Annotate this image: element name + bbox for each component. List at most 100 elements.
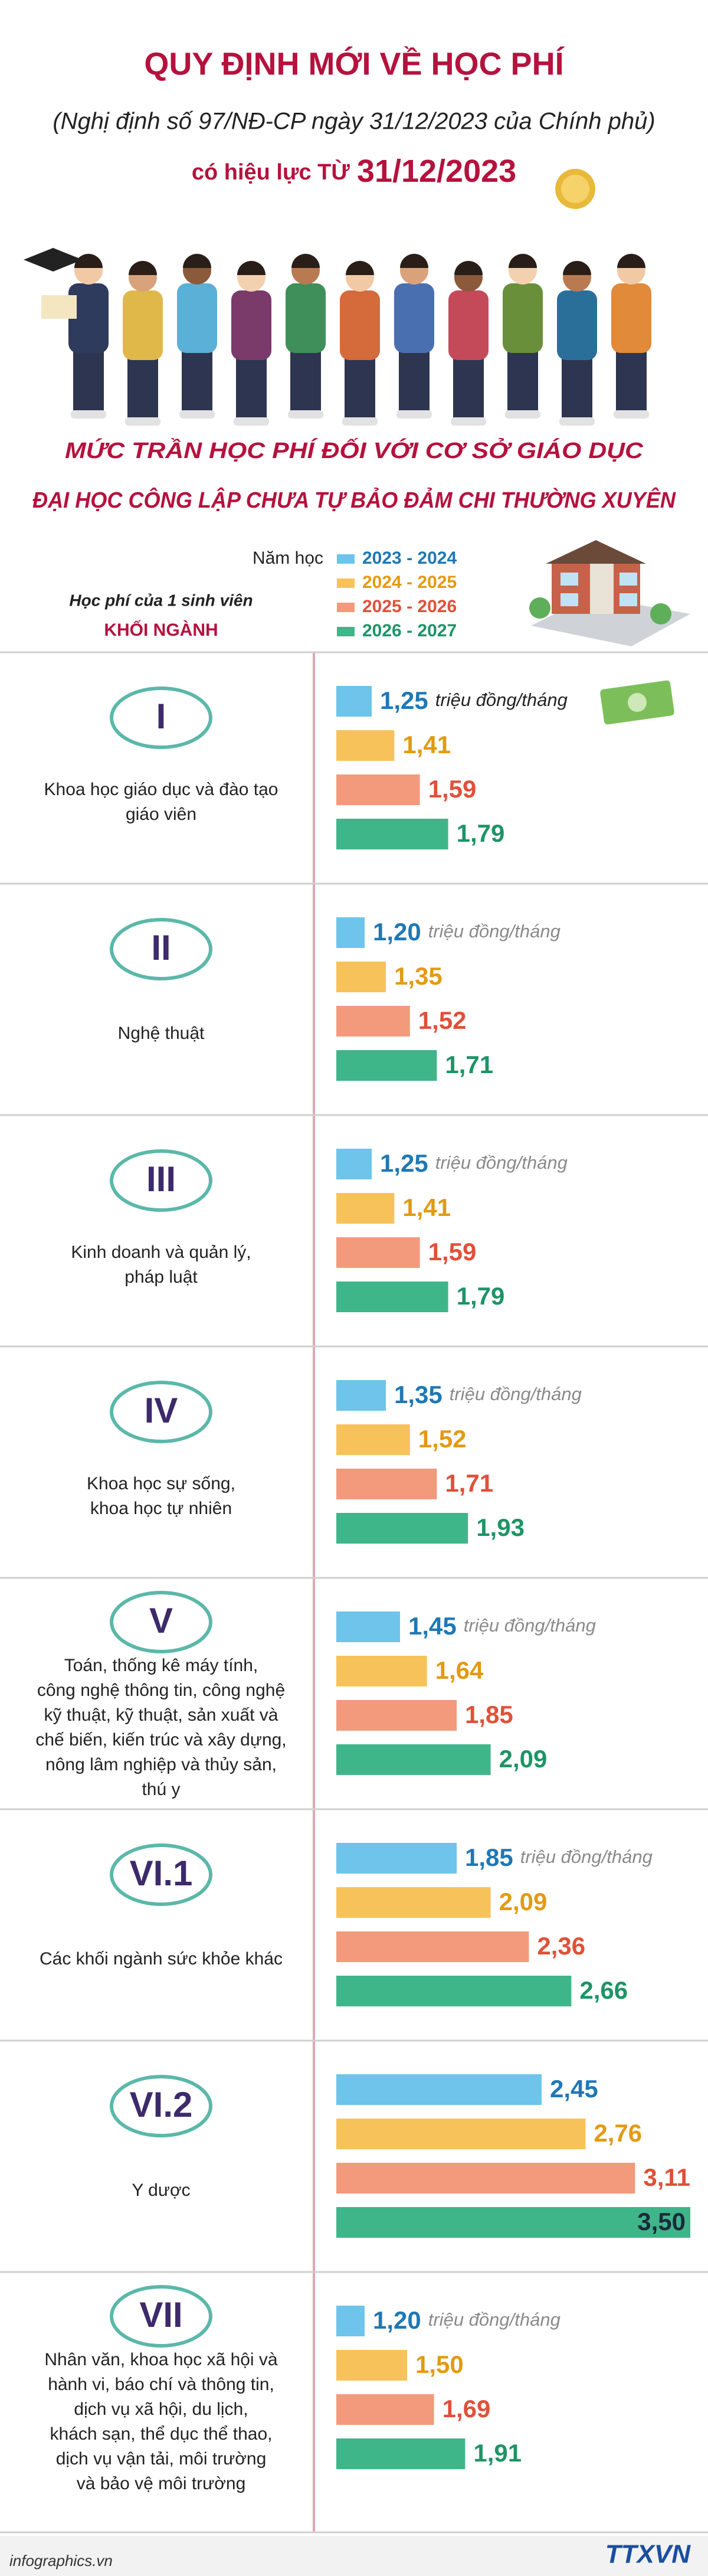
value-label: 2,36: [537, 1932, 585, 1960]
body: [68, 283, 109, 353]
graduation-cap: [24, 248, 83, 272]
agency: TTXVN: [605, 2540, 691, 2569]
effective-prefix: có hiệu lực TỪ: [192, 159, 350, 185]
shoes: [342, 417, 378, 426]
shoes: [125, 417, 160, 426]
effective: có hiệu lực TỪ 31/12/2023: [192, 153, 516, 189]
chart-title-line: ĐẠI HỌC CÔNG LẬP CHƯA TỰ BẢO ĐẢM CHI THƯ…: [32, 486, 676, 513]
value-label: 1,59: [428, 775, 477, 803]
shoes: [288, 410, 323, 419]
shoes: [505, 410, 540, 419]
value-label: 1,79: [457, 1282, 505, 1310]
legs: [453, 355, 484, 420]
category-title: KHỐI NGÀNH: [104, 620, 218, 640]
group-label: VI.2: [130, 2085, 193, 2124]
legend-title: Năm học: [253, 548, 323, 568]
body: [557, 290, 597, 360]
bar: [336, 1513, 468, 1544]
legend-label: 2025 - 2026: [362, 597, 457, 616]
unit-label: triệu đồng/tháng: [450, 1384, 582, 1404]
legs: [290, 348, 321, 413]
students-illustration: [24, 248, 651, 426]
group-description: khách sạn, thể dục thể thao,: [50, 2424, 273, 2444]
coin-icon: [555, 169, 595, 209]
group-description: giáo viên: [126, 805, 196, 824]
bar: [336, 1424, 410, 1455]
value-label: 1,35: [394, 1381, 442, 1408]
legend-swatch: [337, 627, 355, 636]
group-label: V: [149, 1601, 173, 1640]
row-note: Học phí của 1 sinh viên: [69, 591, 253, 609]
value-label: 1,25: [380, 1149, 428, 1177]
body: [394, 283, 434, 353]
group-label: III: [146, 1159, 176, 1199]
value-label: 1,71: [445, 1469, 493, 1497]
value-label: 1,85: [465, 1843, 513, 1871]
shoes: [179, 410, 215, 419]
value-label: 1,69: [442, 2395, 491, 2423]
effective-date: 31/12/2023: [357, 153, 516, 189]
bar: [336, 2306, 365, 2336]
source: infographics.vn: [9, 2552, 113, 2570]
hair: [291, 254, 320, 268]
value-label: 1,71: [445, 1051, 493, 1078]
group-description: pháp luật: [124, 1267, 198, 1287]
legs: [507, 348, 538, 413]
money-icon: [600, 680, 674, 725]
value-label: 1,52: [418, 1425, 467, 1453]
body: [448, 290, 489, 360]
chart-title-line: MỨC TRẦN HỌC PHÍ ĐỐI VỚI CƠ SỞ GIÁO DỤC: [65, 437, 644, 463]
bar: [336, 2438, 466, 2469]
group-description: Y dược: [132, 2181, 190, 2200]
group-description: Kinh doanh và quản lý,: [71, 1243, 251, 1262]
legs: [127, 355, 158, 420]
chart: 2023 - 2024 2024 - 2025 2025 - 2026 2026 - …: [0, 548, 708, 2533]
value-label: 1,52: [418, 1006, 467, 1034]
student: [394, 254, 434, 419]
student: [177, 254, 217, 419]
group-badge: [110, 918, 212, 980]
value-label: 1,50: [415, 2351, 464, 2378]
group-label: VI.1: [130, 1853, 193, 1893]
value-label: 1,35: [394, 962, 442, 990]
group-badge: [110, 2285, 212, 2348]
hair: [74, 254, 103, 268]
group-label: II: [151, 928, 171, 967]
window: [620, 593, 637, 606]
legs: [616, 348, 647, 413]
bar: [336, 1887, 491, 1918]
bar: [336, 1656, 427, 1686]
shoes: [71, 410, 106, 419]
bar: [336, 917, 365, 948]
value-label: 1,79: [457, 819, 505, 847]
value-label: 2,45: [550, 2075, 598, 2103]
shoes: [451, 417, 486, 426]
bar: [336, 1843, 457, 1874]
unit-label: triệu đồng/tháng: [464, 1615, 596, 1636]
student: [448, 261, 489, 426]
bar: [336, 1050, 437, 1081]
student: [286, 254, 326, 419]
bar: [336, 2163, 635, 2193]
group-description: công nghệ thông tin, công nghệ: [37, 1681, 285, 1700]
bar: [336, 2207, 690, 2238]
student: [611, 254, 651, 419]
value-label: 1,25: [380, 687, 428, 714]
body: [177, 283, 217, 353]
body: [286, 283, 326, 353]
group-description: kỹ thuật, kỹ thuật, sản xuất và: [44, 1705, 278, 1725]
value-label: 2,09: [499, 1888, 548, 1915]
legend-label: 2023 - 2024: [362, 548, 457, 568]
group-description: và bảo vệ môi trường: [77, 2474, 246, 2493]
bill-center: [628, 693, 647, 712]
value-label: 1,64: [435, 1656, 484, 1684]
footer-band: [0, 2536, 708, 2576]
group-badge: [110, 1591, 212, 1653]
title: QUY ĐỊNH MỚI VỀ HỌC PHÍ: [144, 46, 565, 81]
value-label: 1,91: [473, 2439, 522, 2467]
legend-swatch: [337, 603, 355, 612]
bar: [336, 1237, 420, 1268]
group-description: Nghệ thuật: [118, 1024, 205, 1043]
bar: [336, 819, 448, 849]
